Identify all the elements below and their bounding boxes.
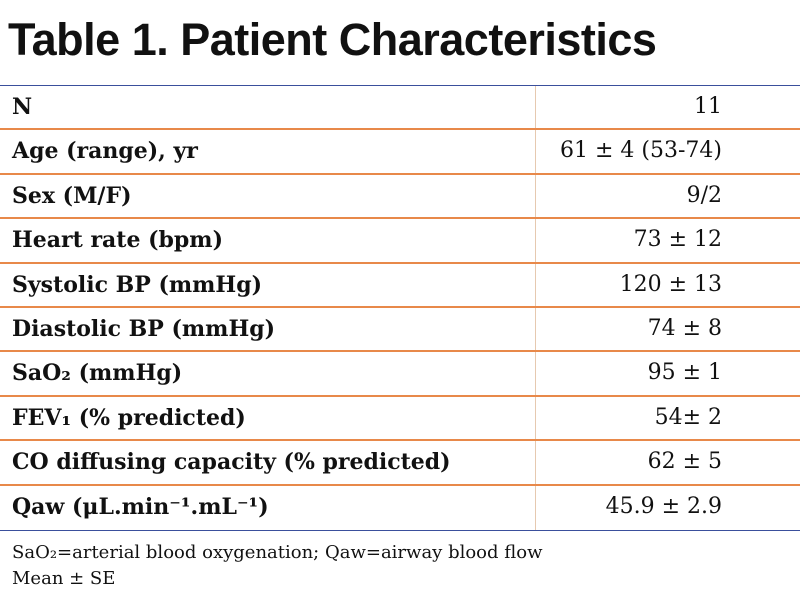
- footnote: SaO₂=arterial blood oxygenation; Qaw=air…: [12, 542, 543, 563]
- column-divider: [535, 130, 536, 173]
- column-divider: [535, 174, 536, 218]
- table-row: Diastolic BP (mmHg) 74 ± 8: [0, 307, 800, 353]
- table-row: Heart rate (bpm) 73 ± 12: [0, 219, 800, 264]
- table-row: Qaw (μL.min⁻¹.mL⁻¹) 45.9 ± 2.9: [0, 485, 800, 530]
- bottom-rule: [0, 530, 800, 531]
- column-divider: [535, 441, 536, 484]
- row-value: 74 ± 8: [647, 315, 722, 341]
- row-label: Diastolic BP (mmHg): [12, 315, 276, 342]
- row-label: CO diffusing capacity (% predicted): [12, 449, 451, 476]
- column-divider: [535, 219, 536, 262]
- table: N 11 Age (range), yr 61 ± 4 (53-74) Sex (M/F…: [0, 86, 800, 530]
- column-divider: [535, 485, 536, 530]
- row-label: Qaw (μL.min⁻¹.mL⁻¹): [12, 493, 269, 520]
- row-value: 73 ± 12: [633, 227, 722, 253]
- row-value: 95 ± 1: [647, 360, 722, 386]
- table-row: N 11: [0, 86, 800, 131]
- column-divider: [535, 396, 536, 440]
- column-divider: [535, 263, 536, 306]
- table-row: Systolic BP (mmHg) 120 ± 13: [0, 263, 800, 308]
- row-value: 120 ± 13: [619, 271, 722, 297]
- column-divider: [535, 352, 536, 395]
- top-rule: [0, 85, 800, 86]
- table-row: Sex (M/F) 9/2: [0, 174, 800, 220]
- row-value: 11: [694, 94, 722, 119]
- row-label: Sex (M/F): [12, 182, 132, 209]
- table-row: FEV₁ (% predicted) 54± 2: [0, 396, 800, 442]
- column-divider: [535, 307, 536, 351]
- row-value: 62 ± 5: [647, 449, 722, 475]
- row-label: SaO₂ (mmHg): [12, 360, 183, 387]
- row-label: Age (range), yr: [12, 138, 198, 165]
- row-label: N: [12, 94, 33, 120]
- table-row: Age (range), yr 61 ± 4 (53-74): [0, 130, 800, 175]
- column-divider: [535, 86, 536, 129]
- row-value: 45.9 ± 2.9: [605, 493, 722, 519]
- row-value: 9/2: [686, 182, 722, 208]
- row-label: Systolic BP (mmHg): [12, 271, 263, 298]
- row-value: 54± 2: [654, 404, 722, 430]
- footnote: Mean ± SE: [12, 568, 116, 589]
- row-label: Heart rate (bpm): [12, 227, 223, 254]
- table-row: CO diffusing capacity (% predicted) 62 ± …: [0, 441, 800, 486]
- row-label: FEV₁ (% predicted): [12, 404, 246, 431]
- table-row: SaO₂ (mmHg) 95 ± 1: [0, 352, 800, 397]
- row-value: 61 ± 4 (53-74): [560, 138, 722, 164]
- table-title: Table 1. Patient Characteristics: [8, 14, 657, 65]
